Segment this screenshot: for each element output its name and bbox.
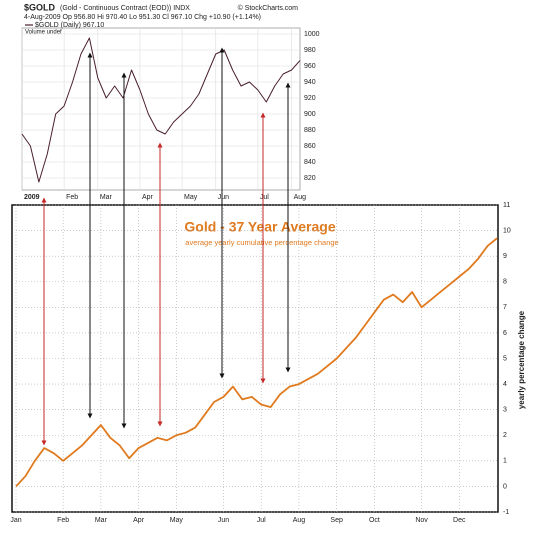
top-plot-frame xyxy=(21,27,301,191)
y-tick-label: 2 xyxy=(503,432,507,439)
x-tick-label: Nov xyxy=(415,517,428,524)
bottom-title: Gold - 37 Year Average xyxy=(184,219,335,235)
x-tick-label: Aug xyxy=(293,517,306,524)
y-tick-label: 1 xyxy=(503,458,507,465)
bottom-subtitle: average yearly cumulative percentage cha… xyxy=(185,238,338,247)
data-line xyxy=(21,37,301,183)
y-tick-label: 980 xyxy=(304,47,316,54)
x-tick-label: May xyxy=(184,194,198,201)
x-tick-label: Sep xyxy=(330,517,343,524)
y-tick-label: 1000 xyxy=(304,31,320,38)
x-tick-label: Oct xyxy=(369,517,380,524)
y-tick-label: 0 xyxy=(503,483,507,490)
y-tick-label: 8 xyxy=(503,279,507,286)
y-tick-label: 960 xyxy=(304,63,316,70)
data-line xyxy=(15,237,498,488)
x-tick-label: Mar xyxy=(100,194,113,201)
y-tick-label: 900 xyxy=(304,111,316,118)
x-tick-label: Jul xyxy=(260,194,269,201)
note: Volume undef xyxy=(25,30,62,36)
x-tick-label: Mar xyxy=(95,517,108,524)
x-tick-label: Feb xyxy=(57,517,69,524)
legend-label: $GOLD (Daily) 967.10 xyxy=(35,22,104,29)
x-tick-label: 2009 xyxy=(24,194,40,201)
y-tick-label: 840 xyxy=(304,159,316,166)
y-tick-label: 10 xyxy=(503,227,511,234)
x-tick-label: Jun xyxy=(218,517,229,524)
y-tick-label: 880 xyxy=(304,127,316,134)
x-tick-label: Apr xyxy=(142,194,154,201)
arrows xyxy=(41,47,291,446)
y-axis-title: yearly percentage change xyxy=(517,310,526,409)
y-tick-label: 820 xyxy=(304,175,316,182)
y-tick-label: 4 xyxy=(503,381,507,388)
y-tick-label: 920 xyxy=(304,95,316,102)
x-tick-label: Feb xyxy=(66,194,78,201)
info: 4-Aug-2009 Op 956.80 Hi 970.40 Lo 951.30… xyxy=(24,14,261,21)
y-tick-label: 940 xyxy=(304,79,316,86)
y-tick-label: 5 xyxy=(503,355,507,362)
x-tick-label: Jun xyxy=(218,194,229,201)
y-tick-label: 7 xyxy=(503,304,507,311)
y-tick-label: 860 xyxy=(304,143,316,150)
y-tick-label: 6 xyxy=(503,330,507,337)
source: © StockCharts.com xyxy=(238,4,299,12)
x-tick-label: Aug xyxy=(294,194,307,201)
x-tick-label: Jul xyxy=(257,517,266,524)
x-tick-label: Dec xyxy=(453,517,466,524)
top-subtitle: (Gold - Continuous Contract (EOD)) INDX xyxy=(60,5,190,12)
y-tick-label: 11 xyxy=(503,202,510,209)
y-tick-label: 3 xyxy=(503,407,507,414)
x-tick-label: Jan xyxy=(10,517,21,524)
bottom-plot-frame xyxy=(11,204,499,513)
x-tick-label: Apr xyxy=(133,517,145,524)
y-tick-label: -1 xyxy=(503,509,509,516)
y-tick-label: 9 xyxy=(503,253,507,260)
x-tick-label: May xyxy=(170,517,184,524)
top-title: $GOLD xyxy=(24,2,56,12)
